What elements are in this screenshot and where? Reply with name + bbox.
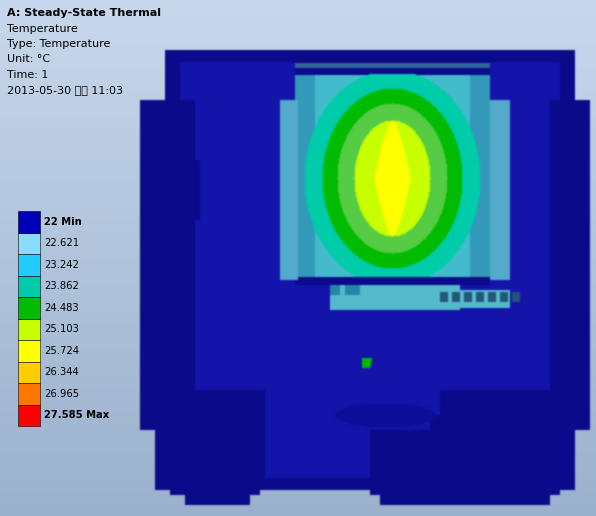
Text: 23.862: 23.862: [44, 281, 79, 291]
Bar: [18, 254, 40, 276]
Text: 25.103: 25.103: [44, 324, 79, 334]
Text: Temperature: Temperature: [7, 24, 77, 34]
Text: 25.724: 25.724: [44, 346, 79, 356]
Text: 2013-05-30 오후 11:03: 2013-05-30 오후 11:03: [7, 86, 123, 95]
Bar: [18, 211, 40, 233]
Text: 22.621: 22.621: [44, 238, 79, 248]
Bar: [18, 318, 40, 340]
Bar: [18, 233, 40, 254]
Text: 26.344: 26.344: [44, 367, 79, 377]
Bar: [18, 405, 40, 426]
Bar: [18, 383, 40, 405]
Text: 24.483: 24.483: [44, 303, 79, 313]
Text: Time: 1: Time: 1: [7, 70, 48, 80]
Bar: [18, 340, 40, 362]
Text: 22 Min: 22 Min: [44, 217, 82, 227]
Text: 27.585 Max: 27.585 Max: [44, 410, 109, 420]
Text: Type: Temperature: Type: Temperature: [7, 39, 110, 49]
Text: Unit: °C: Unit: °C: [7, 55, 50, 64]
Text: A: Steady-State Thermal: A: Steady-State Thermal: [7, 8, 161, 18]
Bar: [18, 362, 40, 383]
Text: 26.965: 26.965: [44, 389, 79, 399]
Text: 23.242: 23.242: [44, 260, 79, 270]
Bar: [18, 276, 40, 297]
Bar: [18, 297, 40, 318]
